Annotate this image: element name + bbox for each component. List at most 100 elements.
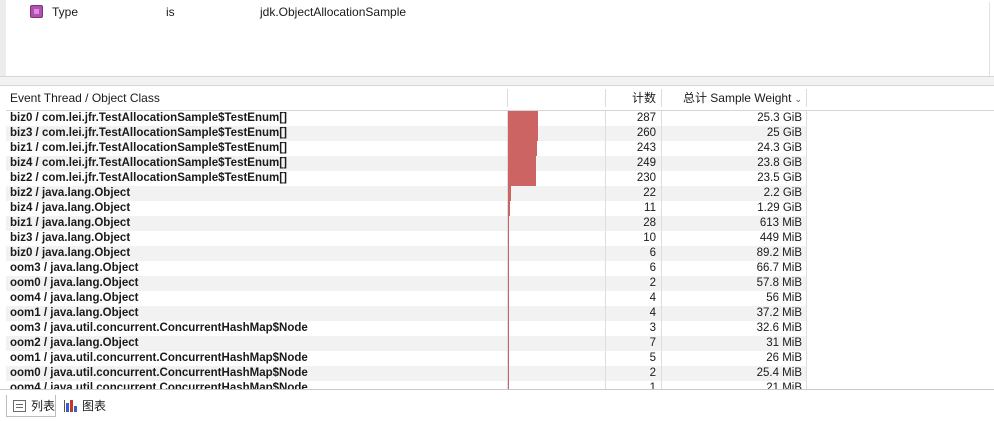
tab-list-label: 列表 [31,399,56,413]
column-gridline [605,126,606,141]
column-divider[interactable] [806,89,807,107]
column-gridline [507,126,508,141]
column-gridline [806,336,807,351]
table-row[interactable]: biz3 / com.lei.jfr.TestAllocationSample$… [6,126,807,141]
row-count: 230 [636,172,656,184]
column-gridline [661,216,662,231]
table-row[interactable]: oom3 / java.lang.Object 6 66.7 MiB [6,261,807,276]
column-gridline [507,186,508,201]
column-gridline [806,141,807,156]
column-gridline [605,321,606,336]
filter-value[interactable]: jdk.ObjectAllocationSample [260,5,407,19]
table-row[interactable]: oom3 / java.util.concurrent.ConcurrentHa… [6,321,807,336]
table-row[interactable]: oom4 / java.util.concurrent.ConcurrentHa… [6,381,807,389]
column-gridline [605,171,606,186]
row-name: oom2 / java.lang.Object [10,337,139,349]
column-gridline [661,141,662,156]
row-sample-weight: 613 MiB [759,217,802,229]
table-row[interactable]: biz4 / java.lang.Object 11 1.29 GiB [6,201,807,216]
row-name: oom4 / java.lang.Object [10,292,139,304]
table-header: Event Thread / Object Class 计数 总计 Sample… [6,86,994,111]
row-name: oom1 / java.util.concurrent.ConcurrentHa… [10,352,308,364]
row-sample-weight: 2.2 GiB [763,187,802,199]
row-weight-bar-cell [508,381,604,389]
row-weight-bar-cell [508,201,604,216]
row-weight-bar [508,186,511,201]
tab-list[interactable]: 列表 [6,395,56,417]
column-gridline [806,231,807,246]
column-gridline [507,216,508,231]
row-count: 243 [636,142,656,154]
column-divider[interactable] [507,89,508,107]
column-gridline [661,261,662,276]
row-count: 4 [649,292,656,304]
column-gridline [806,246,807,261]
table-row[interactable]: biz0 / com.lei.jfr.TestAllocationSample$… [6,111,807,126]
column-header-sample-weight-label: 总计 Sample Weight [682,91,792,105]
column-gridline [661,246,662,261]
column-header-sample-weight[interactable]: 总计 Sample Weight ⌄ [666,86,802,110]
column-gridline [507,261,508,276]
table-row[interactable]: oom0 / java.lang.Object 2 57.8 MiB [6,276,807,291]
row-weight-bar [508,156,536,171]
column-gridline [806,126,807,141]
row-weight-bar-cell [508,336,604,351]
column-gridline [507,381,508,389]
row-weight-bar-cell [508,321,604,336]
column-header-name[interactable]: Event Thread / Object Class [10,91,160,105]
column-gridline [605,201,606,216]
row-weight-bar-cell [508,171,604,186]
column-gridline [661,156,662,171]
column-header-count[interactable]: 计数 [631,91,656,105]
column-divider[interactable] [605,89,606,107]
row-count: 11 [644,202,656,214]
column-gridline [661,171,662,186]
column-gridline [661,231,662,246]
row-weight-bar [508,336,509,351]
column-gridline [605,111,606,126]
column-gridline [806,171,807,186]
table-row[interactable]: biz1 / com.lei.jfr.TestAllocationSample$… [6,141,807,156]
table-row[interactable]: biz2 / java.lang.Object 22 2.2 GiB [6,186,807,201]
column-gridline [605,186,606,201]
table-row[interactable]: oom1 / java.util.concurrent.ConcurrentHa… [6,351,807,366]
column-gridline [806,186,807,201]
column-gridline [806,306,807,321]
table-row[interactable]: oom2 / java.lang.Object 7 31 MiB [6,336,807,351]
filter-field: Type [52,5,79,19]
column-gridline [507,156,508,171]
table-row[interactable]: biz3 / java.lang.Object 10 449 MiB [6,231,807,246]
column-divider[interactable] [661,89,662,107]
row-count: 2 [649,367,656,379]
panel-splitter[interactable] [0,76,994,86]
column-gridline [661,366,662,381]
row-name: oom1 / java.lang.Object [10,307,139,319]
table-row[interactable]: oom4 / java.lang.Object 4 56 MiB [6,291,807,306]
column-gridline [806,351,807,366]
column-gridline [507,201,508,216]
column-gridline [605,351,606,366]
column-gridline [605,261,606,276]
tab-chart[interactable]: 图表 [58,395,108,417]
table-row[interactable]: biz0 / java.lang.Object 6 89.2 MiB [6,246,807,261]
filter-operator[interactable]: is [166,5,175,19]
table-row[interactable]: biz4 / com.lei.jfr.TestAllocationSample$… [6,156,807,171]
row-weight-bar [508,291,509,306]
column-gridline [507,321,508,336]
row-name: biz4 / java.lang.Object [10,202,131,214]
table-row[interactable]: oom1 / java.lang.Object 4 37.2 MiB [6,306,807,321]
table-row[interactable]: biz1 / java.lang.Object 28 613 MiB [6,216,807,231]
row-weight-bar [508,201,510,216]
table-row[interactable]: biz2 / com.lei.jfr.TestAllocationSample$… [6,171,807,186]
row-weight-bar-cell [508,186,604,201]
row-count: 6 [649,247,656,259]
list-icon [13,400,26,412]
column-gridline [507,351,508,366]
filter-type-checkbox[interactable] [30,5,43,18]
table-row[interactable]: oom0 / java.util.concurrent.ConcurrentHa… [6,366,807,381]
row-weight-bar-cell [508,306,604,321]
row-weight-bar [508,306,509,321]
row-name: biz0 / com.lei.jfr.TestAllocationSample$… [10,112,287,124]
row-sample-weight: 23.5 GiB [757,172,802,184]
